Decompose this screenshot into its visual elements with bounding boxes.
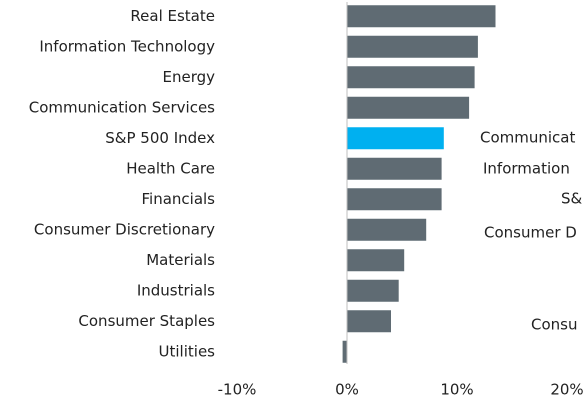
y-tick-label: Consumer Discretionary — [34, 220, 215, 238]
y-tick-label: Materials — [146, 251, 215, 269]
annotation: Communicat — [480, 129, 575, 147]
x-tick-label: 0% — [335, 381, 359, 399]
bar — [347, 249, 405, 272]
bar — [347, 188, 442, 211]
y-tick-label: Communication Services — [29, 98, 215, 116]
bar — [347, 310, 391, 333]
y-tick-label: Health Care — [126, 159, 215, 177]
bar — [347, 96, 470, 119]
annotation: Consumer D — [484, 224, 577, 242]
x-tick-label: 10% — [440, 381, 473, 399]
bar — [342, 340, 347, 363]
y-tick-label: Financials — [142, 190, 216, 208]
bar — [347, 66, 475, 89]
x-tick-label: 20% — [550, 381, 583, 399]
y-tick-label: Utilities — [159, 342, 216, 360]
y-tick-label: S&P 500 Index — [105, 129, 215, 147]
y-tick-label: Information Technology — [39, 37, 215, 55]
bar — [347, 218, 427, 241]
bar — [347, 127, 444, 150]
bar — [347, 35, 478, 58]
bar — [347, 157, 442, 180]
y-tick-label: Industrials — [137, 281, 215, 299]
annotation: S& — [561, 190, 583, 208]
annotation: Consu — [531, 316, 577, 334]
annotation: Information — [483, 160, 570, 178]
bar — [347, 5, 496, 28]
y-tick-label: Energy — [162, 68, 215, 86]
y-tick-label: Consumer Staples — [78, 312, 215, 330]
bar — [347, 279, 399, 302]
x-tick-label: -10% — [218, 381, 257, 399]
y-tick-label: Real Estate — [130, 7, 215, 25]
